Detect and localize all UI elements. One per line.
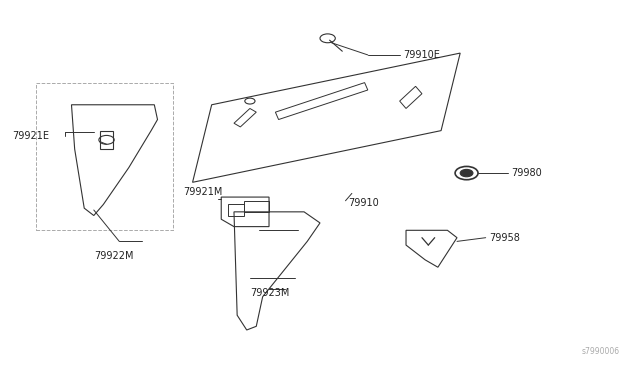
Text: 79921M: 79921M [183, 186, 222, 196]
Text: 79922M: 79922M [94, 251, 133, 261]
Text: 79910E: 79910E [403, 50, 440, 60]
Text: 79980: 79980 [511, 168, 542, 178]
Text: 79923M: 79923M [250, 288, 289, 298]
Text: 79921E: 79921E [12, 131, 49, 141]
Circle shape [460, 169, 473, 177]
Text: 79910: 79910 [349, 198, 380, 208]
Text: s7990006: s7990006 [581, 347, 620, 356]
Text: 79958: 79958 [489, 233, 520, 243]
